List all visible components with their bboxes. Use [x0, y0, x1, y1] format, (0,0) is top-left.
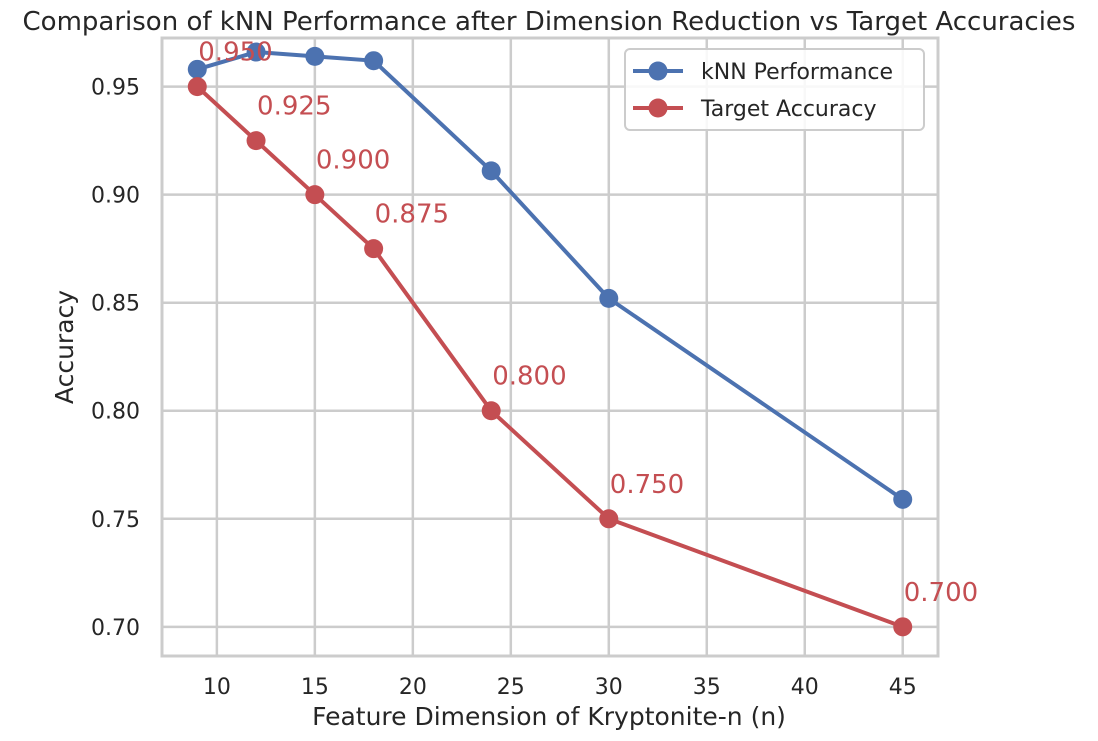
- x-tick-label: 35: [693, 675, 721, 700]
- x-tick-label: 25: [497, 675, 525, 700]
- legend-marker: [648, 98, 668, 118]
- data-point: [364, 239, 384, 259]
- data-point: [481, 401, 501, 421]
- plot-frame: [160, 36, 940, 658]
- data-label: 0.800: [492, 362, 566, 392]
- y-tick-label: 0.95: [91, 76, 140, 101]
- legend-label: Target Accuracy: [700, 97, 877, 122]
- y-axis-ticks: 0.70 0.75 0.80 0.85 0.90 0.95: [91, 76, 140, 641]
- y-tick-label: 0.90: [91, 184, 140, 209]
- legend-box: [624, 48, 925, 131]
- x-axis-ticks: 10 15 20 25 30 35 40 45: [203, 675, 917, 700]
- data-label: 0.750: [610, 470, 684, 500]
- data-point: [481, 161, 501, 181]
- data-point: [246, 131, 266, 151]
- x-tick-label: 45: [889, 675, 917, 700]
- data-label: 0.925: [257, 92, 331, 122]
- data-point: [305, 185, 325, 205]
- y-tick-label: 0.80: [91, 400, 140, 425]
- plot-area: [160, 36, 940, 658]
- data-label: 0.700: [904, 578, 978, 608]
- data-point: [305, 46, 325, 66]
- data-point: [187, 59, 207, 79]
- data-point: [187, 77, 207, 97]
- x-tick-label: 10: [203, 675, 231, 700]
- legend-label: kNN Performance: [701, 60, 893, 85]
- series-layer: [187, 42, 913, 637]
- legend-marker: [648, 61, 668, 81]
- data-label: 0.900: [316, 146, 390, 176]
- data-point: [599, 509, 619, 529]
- y-axis-label: Accuracy: [50, 290, 79, 404]
- data-point: [364, 51, 384, 71]
- x-tick-label: 30: [595, 675, 623, 700]
- data-point: [599, 288, 619, 308]
- data-labels: 0.950 0.925 0.900 0.875 0.800 0.750 0.700: [198, 38, 978, 608]
- data-point: [893, 489, 913, 509]
- chart-title: Comparison of kNN Performance after Dime…: [23, 7, 1076, 37]
- data-label: 0.875: [375, 200, 449, 230]
- x-axis-label: Feature Dimension of Kryptonite-n (n): [312, 702, 786, 731]
- x-tick-label: 20: [399, 675, 427, 700]
- data-label: 0.950: [198, 38, 272, 68]
- y-tick-label: 0.70: [91, 616, 140, 641]
- legend: kNN Performance Target Accuracy: [624, 48, 925, 131]
- data-point: [893, 617, 913, 637]
- x-tick-label: 15: [301, 675, 329, 700]
- y-tick-label: 0.75: [91, 508, 140, 533]
- y-tick-label: 0.85: [91, 292, 140, 317]
- x-tick-label: 40: [791, 675, 819, 700]
- data-point: [246, 42, 266, 62]
